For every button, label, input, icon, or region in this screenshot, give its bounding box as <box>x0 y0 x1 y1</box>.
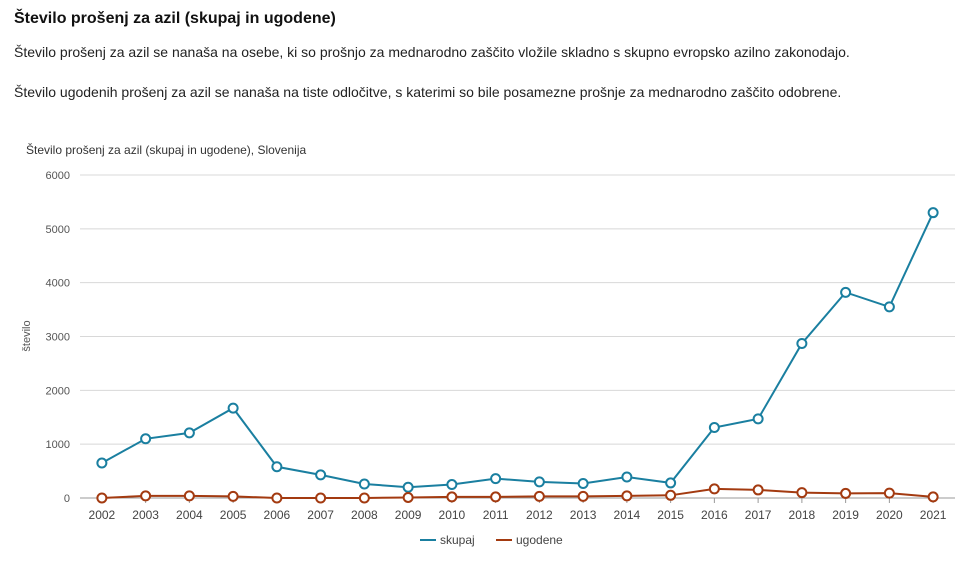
x-tick-label: 2002 <box>89 508 116 522</box>
x-tick-label: 2006 <box>264 508 291 522</box>
data-point-skupaj[interactable] <box>752 413 764 425</box>
data-point-skupaj[interactable] <box>533 476 545 488</box>
x-tick-label: 2021 <box>920 508 947 522</box>
x-tick-label: 2011 <box>483 508 509 522</box>
y-tick-label: 5000 <box>46 224 70 236</box>
chart-title: Število prošenj za azil (skupaj in ugode… <box>26 142 306 157</box>
data-point-ugodene[interactable] <box>840 487 852 499</box>
x-tick-label: 2019 <box>832 508 859 522</box>
legend-item-skupaj[interactable]: skupaj <box>420 533 475 547</box>
x-tick-label: 2005 <box>220 508 247 522</box>
data-point-skupaj[interactable] <box>708 421 720 433</box>
data-point-ugodene[interactable] <box>752 484 764 496</box>
x-tick-label: 2012 <box>526 508 553 522</box>
data-point-ugodene[interactable] <box>140 490 152 502</box>
data-point-skupaj[interactable] <box>315 469 327 481</box>
data-point-ugodene[interactable] <box>796 487 808 499</box>
data-point-ugodene[interactable] <box>96 492 108 504</box>
x-tick-label: 2008 <box>351 508 378 522</box>
description-total: Število prošenj za azil se nanaša na ose… <box>14 44 850 60</box>
y-axis-label: število <box>21 320 33 351</box>
data-point-skupaj[interactable] <box>402 481 414 493</box>
data-point-skupaj[interactable] <box>883 301 895 313</box>
data-point-ugodene[interactable] <box>358 492 370 504</box>
y-tick-label: 0 <box>64 493 70 505</box>
data-point-skupaj[interactable] <box>490 473 502 485</box>
data-point-skupaj[interactable] <box>840 286 852 298</box>
data-point-skupaj[interactable] <box>227 402 239 414</box>
data-point-ugodene[interactable] <box>883 487 895 499</box>
data-point-ugodene[interactable] <box>315 492 327 504</box>
data-point-ugodene[interactable] <box>708 483 720 495</box>
x-tick-label: 2013 <box>570 508 597 522</box>
data-point-skupaj[interactable] <box>140 433 152 445</box>
y-tick-label: 1000 <box>46 439 70 451</box>
line-chart: Število prošenj za azil (skupaj in ugode… <box>21 142 955 547</box>
data-point-ugodene[interactable] <box>446 491 458 503</box>
x-tick-label: 2010 <box>439 508 466 522</box>
data-point-skupaj[interactable] <box>577 477 589 489</box>
data-point-ugodene[interactable] <box>927 491 939 503</box>
x-tick-label: 2017 <box>745 508 772 522</box>
legend-label: skupaj <box>440 533 475 547</box>
data-point-skupaj[interactable] <box>446 479 458 491</box>
y-tick-label: 3000 <box>46 332 70 344</box>
y-tick-label: 6000 <box>46 170 70 182</box>
y-tick-label: 2000 <box>46 385 70 397</box>
x-tick-label: 2020 <box>876 508 903 522</box>
x-tick-label: 2004 <box>176 508 203 522</box>
description-granted: Število ugodenih prošenj za azil se nana… <box>14 84 842 100</box>
data-point-skupaj[interactable] <box>358 478 370 490</box>
x-tick-label: 2014 <box>614 508 641 522</box>
series-line-skupaj <box>101 212 935 489</box>
page-title: Število prošenj za azil (skupaj in ugode… <box>14 10 336 27</box>
chart-container: Število prošenj za azil (skupaj in ugode… <box>0 130 970 566</box>
data-point-ugodene[interactable] <box>621 490 633 502</box>
x-tick-label: 2018 <box>789 508 816 522</box>
x-tick-label: 2007 <box>307 508 334 522</box>
data-point-skupaj[interactable] <box>665 477 677 489</box>
legend-item-ugodene[interactable]: ugodene <box>496 533 563 547</box>
legend[interactable]: skupaj ugodene <box>420 533 563 547</box>
data-point-ugodene[interactable] <box>533 490 545 502</box>
data-point-ugodene[interactable] <box>490 491 502 503</box>
data-point-skupaj[interactable] <box>796 337 808 349</box>
axis-layer: 0 1000 2000 3000 4000 5000 6000 2002 2003 2004 200… <box>46 170 947 522</box>
legend-label: ugodene <box>516 533 563 547</box>
data-point-ugodene[interactable] <box>402 491 414 503</box>
data-point-skupaj[interactable] <box>271 461 283 473</box>
series-layer <box>96 207 939 504</box>
data-point-ugodene[interactable] <box>271 492 283 504</box>
data-point-skupaj[interactable] <box>621 471 633 483</box>
x-tick-label: 2015 <box>657 508 684 522</box>
series-line-ugodene <box>101 487 934 499</box>
data-point-ugodene[interactable] <box>183 490 195 502</box>
data-point-skupaj[interactable] <box>927 207 939 219</box>
data-point-skupaj[interactable] <box>96 457 108 469</box>
data-point-ugodene[interactable] <box>665 489 677 501</box>
x-tick-label: 2016 <box>701 508 728 522</box>
data-point-skupaj[interactable] <box>183 427 195 439</box>
data-point-ugodene[interactable] <box>577 490 589 502</box>
x-tick-label: 2009 <box>395 508 422 522</box>
x-tick-label: 2003 <box>132 508 159 522</box>
y-tick-label: 4000 <box>46 278 70 290</box>
data-point-ugodene[interactable] <box>227 490 239 502</box>
grid-layer <box>80 174 955 499</box>
